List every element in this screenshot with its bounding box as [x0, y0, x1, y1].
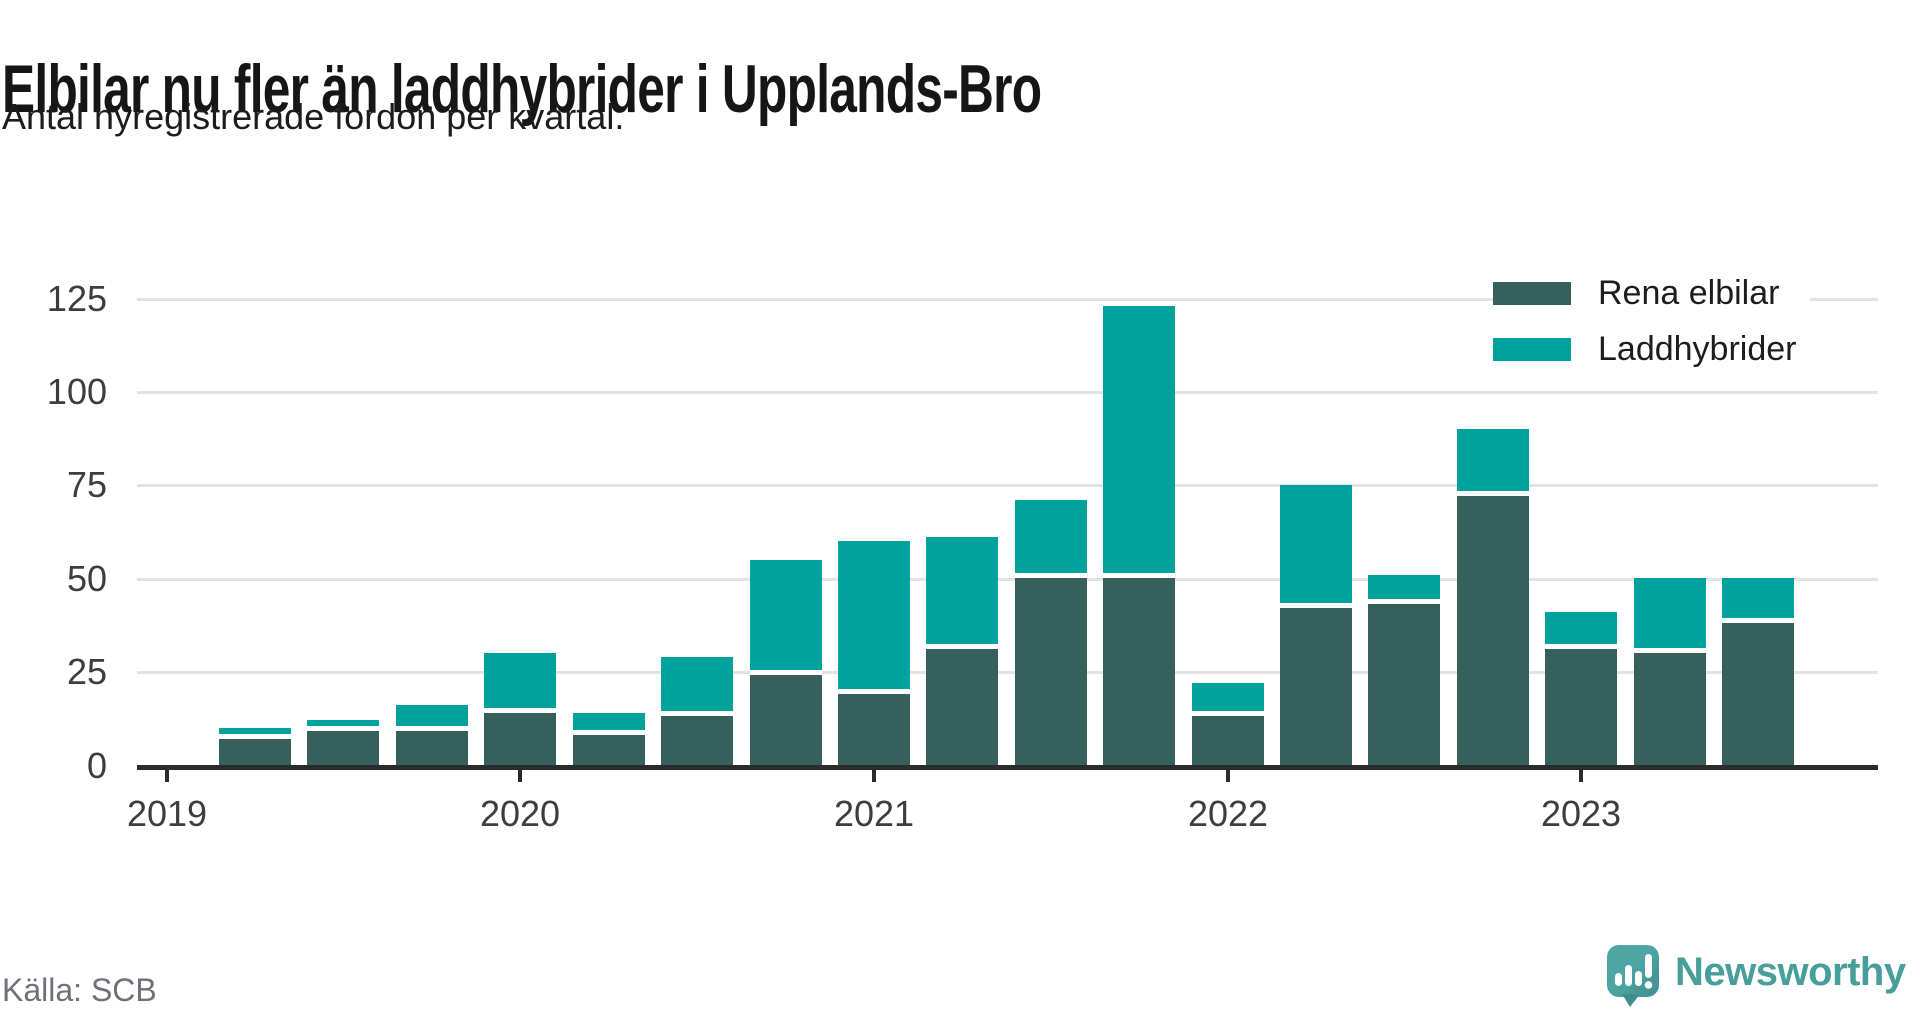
y-tick-label-75: 75: [66, 464, 107, 505]
bar-hybrid-2022 Q1: [1192, 683, 1264, 716]
y-tick-label-125: 125: [46, 278, 107, 319]
legend-label-hybrid: Laddhybrider: [1598, 329, 1797, 368]
legend-swatch-hybrid: [1493, 337, 1571, 361]
bar-electric-2022 Q3: [1368, 604, 1440, 765]
bar-hybrid-2019 Q2: [219, 728, 291, 739]
page-subtitle: Antal nyregistrerade fordon per kvartal.: [2, 96, 625, 137]
bar-electric-2021 Q4: [1103, 578, 1175, 765]
bar-hybrid-2023 Q1: [1545, 612, 1617, 649]
bar-electric-2020 Q3: [661, 716, 733, 765]
bar-electric-2021 Q1: [838, 694, 910, 765]
bar-hybrid-2020 Q4: [750, 560, 822, 675]
x-tick-label-2021: 2021: [833, 793, 915, 834]
bar-hybrid-2021 Q1: [838, 541, 910, 694]
bar-hybrid-2023 Q3: [1722, 578, 1794, 623]
brand-wordmark: Newsworthy: [1675, 950, 1906, 994]
bar-hybrid-2019 Q4: [396, 705, 468, 731]
y-tick-label-25: 25: [66, 651, 107, 692]
gridline-75: [137, 484, 1878, 487]
page-title: Elbilar nu fler än laddhybrider i Upplan…: [2, 50, 1042, 127]
bar-hybrid-2020 Q1: [484, 653, 556, 713]
legend-label-electric: Rena elbilar: [1598, 273, 1780, 312]
bar-hybrid-2020 Q2: [573, 713, 645, 735]
x-tick-label-2019: 2019: [126, 793, 208, 834]
bar-hybrid-2020 Q3: [661, 657, 733, 716]
gridline-50: [137, 578, 1878, 581]
chart-legend: Rena elbilar Laddhybrider: [1493, 271, 1811, 371]
x-tick-label-2023: 2023: [1540, 793, 1622, 834]
bar-hybrid-2021 Q4: [1103, 306, 1175, 578]
bar-electric-2019 Q2: [219, 739, 291, 765]
bar-hybrid-2023 Q2: [1634, 578, 1706, 653]
gridline-100: [137, 391, 1878, 394]
bar-electric-2023 Q3: [1722, 623, 1794, 765]
x-axis-line: [137, 765, 1878, 770]
bar-electric-2020 Q4: [750, 675, 822, 765]
bar-electric-2019 Q3: [307, 731, 379, 765]
bar-electric-2022 Q1: [1192, 716, 1264, 765]
x-tick-label-2020: 2020: [479, 793, 561, 834]
bar-electric-2023 Q1: [1545, 649, 1617, 765]
bar-electric-2023 Q2: [1634, 653, 1706, 765]
source-note: Källa: SCB: [2, 972, 157, 1008]
bar-electric-2019 Q4: [396, 731, 468, 765]
legend-item-hybrid: Laddhybrider: [1493, 327, 1797, 371]
x-tick-2023: [1579, 770, 1583, 782]
bar-hybrid-2022 Q3: [1368, 575, 1440, 604]
bar-hybrid-2021 Q3: [1015, 500, 1087, 578]
bar-hybrid-2022 Q2: [1280, 485, 1352, 608]
legend-swatch-electric: [1493, 281, 1571, 305]
x-tick-2021: [872, 770, 876, 782]
legend-item-electric: Rena elbilar: [1493, 271, 1797, 315]
gridline-125: [137, 298, 1878, 301]
newsworthy-icon: [1607, 945, 1659, 1007]
bar-electric-2020 Q2: [573, 735, 645, 765]
bar-electric-2021 Q2: [926, 649, 998, 765]
y-tick-label-0: 0: [86, 745, 107, 786]
x-tick-2019: [165, 770, 169, 782]
bar-hybrid-2022 Q4: [1457, 429, 1529, 496]
gridline-25: [137, 671, 1878, 674]
bar-electric-2021 Q3: [1015, 578, 1087, 765]
bar-electric-2022 Q2: [1280, 608, 1352, 765]
bar-electric-2022 Q4: [1457, 496, 1529, 765]
x-tick-label-2022: 2022: [1187, 793, 1269, 834]
x-tick-2022: [1226, 770, 1230, 782]
y-tick-label-100: 100: [46, 371, 107, 412]
bar-electric-2020 Q1: [484, 713, 556, 765]
brand-logo: Newsworthy: [1606, 944, 1906, 1008]
y-tick-label-50: 50: [66, 558, 107, 599]
x-tick-2020: [518, 770, 522, 782]
bar-hybrid-2019 Q3: [307, 720, 379, 731]
bar-hybrid-2021 Q2: [926, 537, 998, 649]
